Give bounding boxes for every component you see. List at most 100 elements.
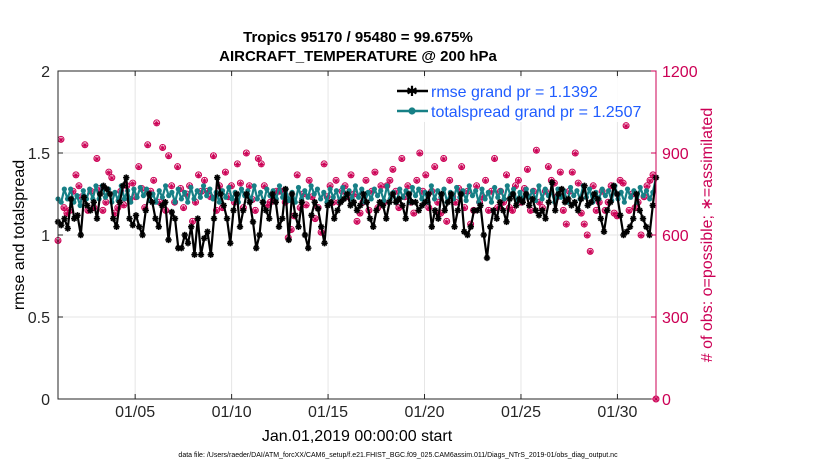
totalspread-point xyxy=(305,194,311,200)
rmse-point xyxy=(649,202,656,209)
obs-assimilated-point xyxy=(109,175,115,181)
rmse-point xyxy=(298,199,305,206)
rmse-point xyxy=(591,190,598,198)
totalspread-point xyxy=(77,202,83,209)
rmse-point xyxy=(435,215,442,222)
rmse-point xyxy=(643,223,650,230)
rmse-point xyxy=(366,215,374,222)
rmse-point xyxy=(87,207,94,214)
totalspread-point xyxy=(68,186,74,192)
totalspread-point xyxy=(355,194,362,200)
obs-assimilated-point xyxy=(644,183,650,189)
rmse-point xyxy=(227,240,234,247)
totalspread-point xyxy=(264,186,270,192)
obs-assimilated-point xyxy=(411,211,417,217)
rmse-point xyxy=(67,195,75,203)
obs-assimilated-point xyxy=(417,150,423,157)
totalspread-point xyxy=(137,184,143,191)
obs-assimilated-point xyxy=(587,249,593,255)
totalspread-point xyxy=(574,188,580,194)
obs-assimilated-point xyxy=(509,208,516,214)
totalspread-point xyxy=(330,194,336,200)
rmse-point xyxy=(402,215,409,222)
rmse-point xyxy=(441,207,448,214)
x-tick-label: 01/30 xyxy=(597,404,637,421)
obs-assimilated-point xyxy=(491,156,498,162)
rmse-point xyxy=(262,207,270,214)
rmse-point xyxy=(399,202,406,209)
obs-assimilated-point xyxy=(76,183,82,189)
rmse-point xyxy=(243,190,250,198)
rmse-point xyxy=(233,190,240,198)
rmse-point xyxy=(168,208,175,216)
totalspread-point xyxy=(134,194,140,200)
rmse-point xyxy=(532,207,539,214)
totalspread-point xyxy=(216,199,222,205)
rmse-point xyxy=(636,207,643,214)
rmse-point xyxy=(474,207,481,214)
rmse-point xyxy=(422,199,429,206)
totalspread-point xyxy=(210,196,216,202)
rmse-point xyxy=(396,195,403,203)
totalspread-point xyxy=(368,196,374,202)
rmse-point xyxy=(305,244,312,252)
rmse-point xyxy=(519,199,526,206)
rmse-point xyxy=(191,251,198,258)
obs-assimilated-point xyxy=(246,183,252,189)
obs-assimilated-point xyxy=(557,170,563,176)
rmse-point xyxy=(327,199,335,206)
totalspread-point xyxy=(238,186,245,192)
totalspread-point xyxy=(621,199,627,205)
rmse-point xyxy=(152,215,159,222)
rmse-point xyxy=(448,190,455,198)
legend: ✱ rmse grand pr = 1.1392 totalspread gra… xyxy=(392,78,652,122)
totalspread-point xyxy=(93,183,99,189)
totalspread-point xyxy=(61,186,67,192)
rmse-point xyxy=(461,228,468,235)
obs-assimilated-point xyxy=(222,170,229,176)
x-tick-label: 01/05 xyxy=(115,404,155,421)
obs-assimilated-point xyxy=(578,211,584,217)
obs-assimilated-point xyxy=(121,202,127,209)
totalspread-point xyxy=(643,188,650,194)
rmse-point xyxy=(386,199,393,206)
rmse-point xyxy=(535,212,543,219)
totalspread-point xyxy=(473,188,479,194)
obs-assimilated-point xyxy=(201,178,208,184)
rmse-point xyxy=(363,199,370,206)
rmse-point xyxy=(340,195,348,203)
totalspread-point xyxy=(365,189,371,195)
rmse-point xyxy=(116,199,123,206)
obs-assimilated-point xyxy=(106,170,112,176)
rmse-point xyxy=(574,207,582,214)
y-right-tick-label: 0 xyxy=(662,392,671,409)
obs-assimilated-point xyxy=(363,178,369,184)
y-right-tick-label: 300 xyxy=(662,310,689,327)
obs-assimilated-point xyxy=(399,156,405,162)
totalspread-point xyxy=(371,186,378,192)
totalspread-point xyxy=(276,183,283,189)
rmse-point xyxy=(548,179,556,186)
rmse-point xyxy=(119,182,127,189)
obs-assimilated-point xyxy=(533,148,539,154)
totalspread-point xyxy=(628,194,634,200)
rmse-point xyxy=(285,236,292,244)
rmse-point xyxy=(428,223,435,230)
rmse-point xyxy=(480,231,487,239)
totalspread-point xyxy=(495,194,501,200)
obs-assimilated-point xyxy=(503,172,510,179)
rmse-point xyxy=(256,231,263,239)
rmse-point xyxy=(145,190,153,198)
totalspread-point xyxy=(504,183,510,189)
rmse-point xyxy=(249,218,257,226)
obs-assimilated-point xyxy=(432,164,438,170)
x-tick-label: 01/15 xyxy=(308,404,348,421)
rmse-point xyxy=(617,212,624,219)
obs-assimilated-point xyxy=(647,178,653,184)
totalspread-point xyxy=(314,186,321,192)
rmse-point xyxy=(558,185,565,193)
obs-assimilated-point xyxy=(581,222,587,228)
obs-assimilated-point xyxy=(154,120,160,127)
obs-assimilated-point xyxy=(482,178,489,184)
rmse-point xyxy=(207,251,214,258)
